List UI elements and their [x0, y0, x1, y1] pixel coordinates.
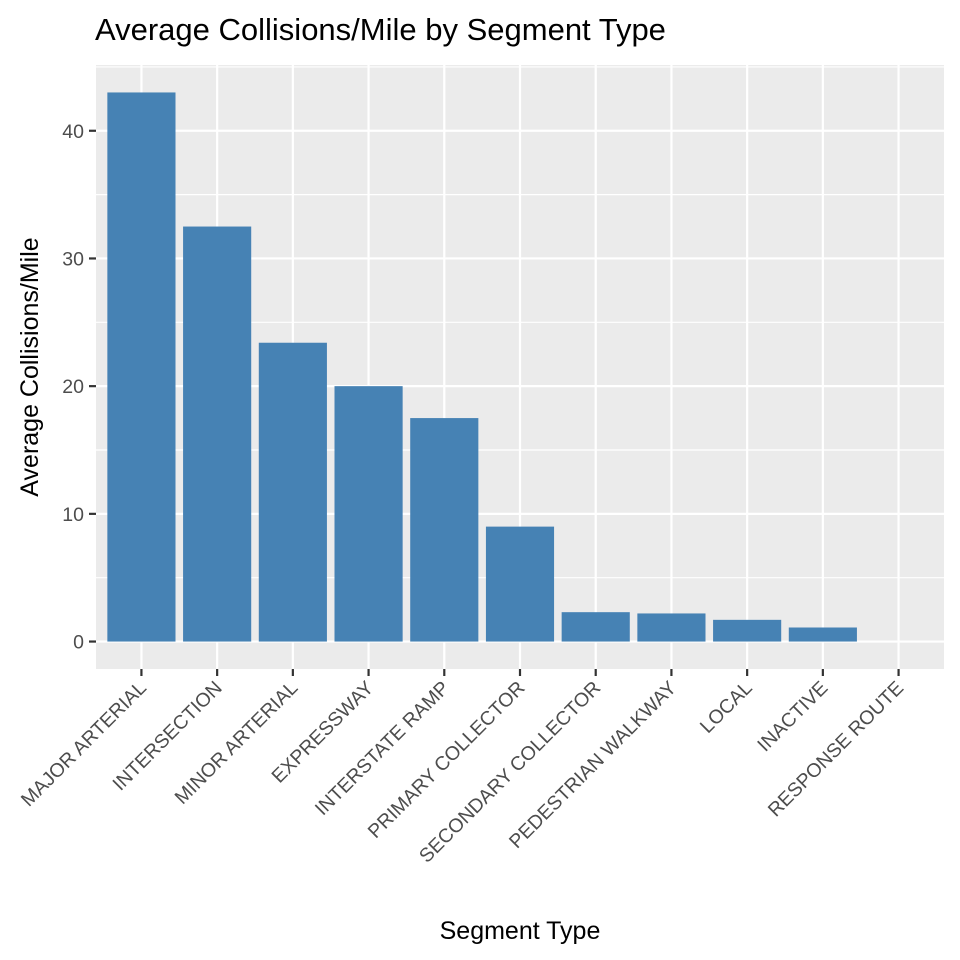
- bar: [410, 418, 479, 642]
- bar: [713, 619, 782, 642]
- x-tick-label: RESPONSE ROUTE: [764, 677, 908, 821]
- x-tick-label: PRIMARY COLLECTOR: [364, 677, 530, 843]
- x-tick-label: LOCAL: [696, 677, 757, 738]
- x-tick-label: INACTIVE: [753, 677, 832, 756]
- bar: [258, 342, 327, 642]
- chart-title: Average Collisions/Mile by Segment Type: [95, 12, 666, 47]
- bar: [485, 526, 555, 642]
- x-axis-title: Segment Type: [440, 917, 601, 945]
- bar: [788, 627, 857, 642]
- x-tick-label: MAJOR ARTERIAL: [17, 677, 151, 811]
- y-tick-label: 30: [62, 248, 84, 270]
- y-tick-label: 0: [73, 632, 84, 654]
- bars: [107, 92, 857, 642]
- bar: [183, 226, 252, 642]
- bar: [107, 92, 176, 642]
- y-tick-label: 20: [62, 376, 84, 398]
- y-axis-title: Average Collisions/Mile: [16, 237, 44, 496]
- bar: [637, 613, 706, 642]
- y-tick-label: 40: [62, 121, 84, 143]
- bar: [334, 386, 403, 642]
- x-tick-label: INTERSTATE RAMP: [311, 677, 454, 820]
- bar: [561, 612, 630, 642]
- y-tick-label: 10: [62, 504, 84, 526]
- y-axis: 0 10 20 30 40: [62, 121, 96, 654]
